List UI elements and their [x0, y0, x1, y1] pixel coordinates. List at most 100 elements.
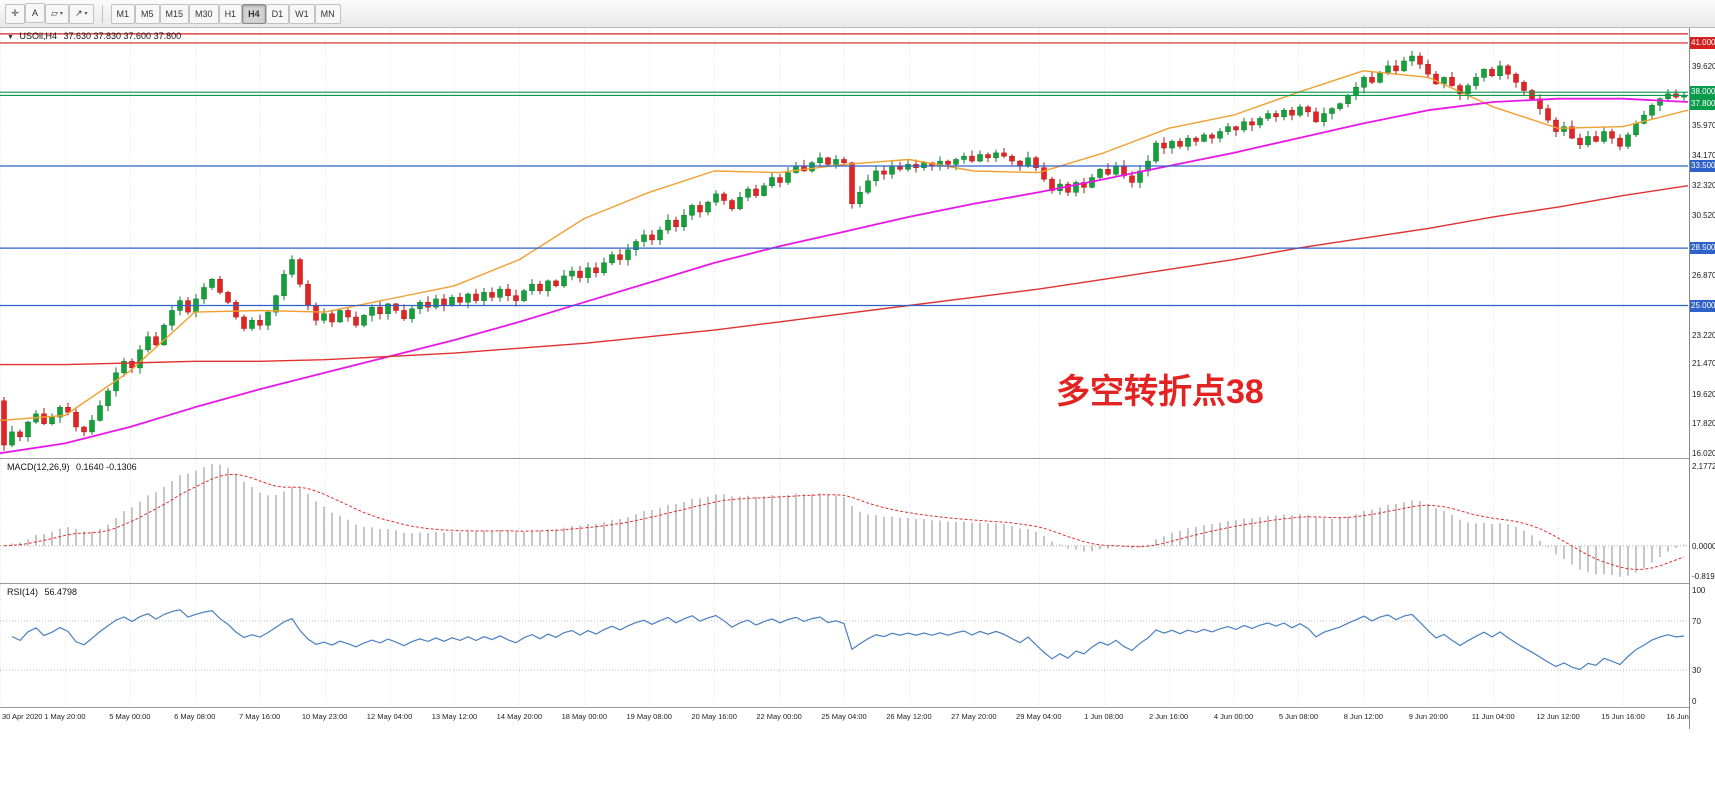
macd-signal-line — [3, 473, 1685, 571]
candle-up — [1625, 134, 1631, 147]
candle-down — [425, 301, 431, 308]
time-label: 27 May 20:00 — [951, 712, 997, 721]
candle-down — [537, 283, 543, 292]
text-tool-button[interactable]: A — [25, 3, 45, 24]
candle-down — [777, 177, 783, 183]
candle-up — [921, 162, 927, 168]
time-label: 12 Jun 12:00 — [1536, 712, 1580, 721]
price-scale[interactable]: 39.62037.77035.97034.17032.32030.52028.6… — [1689, 28, 1715, 729]
time-axis[interactable]: 30 Apr 2020 1 May 20:00 5 May 00:00 6 May 0… — [0, 708, 1715, 728]
candle-up — [409, 308, 415, 319]
candle-up — [1465, 85, 1471, 95]
candle-down — [1545, 108, 1551, 121]
main-chart-canvas[interactable] — [0, 28, 1688, 458]
timeframe-button-H4[interactable]: H4 — [242, 3, 266, 24]
candle-down — [1001, 152, 1007, 157]
drawing-tools-group: ✛ A ▱ ▾ ↗ ▾ — [5, 3, 94, 24]
candle-down — [1049, 178, 1055, 191]
timeframe-button-M1[interactable]: M1 — [110, 3, 136, 24]
candle-up — [481, 292, 487, 301]
candle-down — [1569, 126, 1575, 139]
collapse-icon[interactable]: ▼ — [7, 34, 14, 41]
candle-up — [1353, 86, 1359, 96]
candle-up — [569, 270, 575, 277]
price-tick-label: 35.970 — [1692, 121, 1715, 131]
time-label: 30 Apr 2020 — [2, 712, 43, 721]
candle-down — [1161, 142, 1167, 149]
candle-down — [849, 162, 855, 205]
candle-down — [345, 310, 351, 318]
candle-down — [1305, 106, 1311, 113]
price-tick-label: 26.870 — [1692, 270, 1715, 280]
slow-ma-line — [0, 185, 1688, 366]
candle-up — [561, 275, 567, 287]
timeframe-button-MN[interactable]: MN — [314, 3, 341, 24]
candle-down — [553, 280, 559, 287]
macd-scale-label: 2.1772 — [1692, 462, 1715, 471]
candle-up — [1345, 95, 1351, 104]
time-label: 19 May 08:00 — [626, 712, 672, 721]
price-tick-label: 23.220 — [1692, 330, 1715, 340]
candle-down — [73, 411, 79, 428]
time-label: 29 May 04:00 — [1016, 712, 1062, 721]
timeframe-button-H1[interactable]: H1 — [218, 3, 243, 24]
candle-up — [9, 431, 15, 446]
candle-up — [737, 196, 743, 209]
time-label: 2 Jun 16:00 — [1149, 712, 1189, 721]
crosshair-tool-button[interactable]: ✛ — [5, 3, 25, 24]
candle-down — [1449, 77, 1455, 86]
candle-up — [1641, 114, 1647, 124]
arrow-tool-button[interactable]: ↗ ▾ — [68, 3, 94, 24]
price-tick-label: 32.320 — [1692, 181, 1715, 191]
candle-down — [1233, 126, 1239, 131]
candle-up — [1473, 77, 1479, 86]
candle-up — [873, 170, 879, 182]
candle-up — [601, 262, 607, 273]
candle-down — [353, 316, 359, 326]
timeframe-button-M30[interactable]: M30 — [189, 3, 219, 24]
shapes-tool-icon: ▱ — [51, 8, 58, 19]
candle-down — [41, 413, 47, 424]
candle-down — [65, 407, 71, 413]
shapes-tool-button[interactable]: ▱ ▾ — [45, 3, 69, 24]
candle-down — [377, 306, 383, 314]
panel-separator[interactable] — [0, 583, 1689, 584]
candle-down — [673, 219, 679, 228]
candle-up — [1329, 108, 1335, 114]
candle-down — [305, 283, 311, 306]
candle-down — [313, 305, 319, 321]
rsi-panel-canvas[interactable] — [0, 584, 1688, 707]
candle-down — [1017, 160, 1023, 167]
candle-up — [657, 229, 663, 241]
candle-up — [1153, 142, 1159, 162]
candle-down — [969, 155, 975, 162]
candle-up — [1217, 131, 1223, 139]
candle-down — [753, 188, 759, 196]
time-label: 12 May 04:00 — [366, 712, 413, 721]
timeframe-button-M5[interactable]: M5 — [135, 3, 160, 24]
macd-panel-canvas[interactable] — [0, 459, 1688, 583]
candle-up — [889, 165, 895, 175]
candle-up — [761, 185, 767, 196]
timeframe-button-M15[interactable]: M15 — [159, 3, 190, 24]
price-tag: 37.800 — [1690, 98, 1715, 111]
candle-down — [1369, 77, 1375, 83]
timeframe-button-W1[interactable]: W1 — [289, 3, 315, 24]
candle-up — [545, 280, 551, 292]
candle-up — [25, 421, 31, 438]
candle-down — [649, 234, 655, 241]
candle-up — [321, 313, 327, 321]
price-tick-label: 17.820 — [1692, 419, 1715, 429]
timeframe-button-D1[interactable]: D1 — [265, 3, 290, 24]
candle-up — [785, 172, 791, 183]
candle-up — [1481, 68, 1487, 78]
candle-down — [841, 159, 847, 163]
candle-up — [1097, 169, 1103, 178]
panel-separator[interactable] — [0, 458, 1689, 459]
candle-down — [1417, 55, 1423, 65]
candle-up — [449, 297, 455, 306]
candle-up — [1297, 106, 1303, 116]
candle-up — [97, 405, 103, 421]
candle-up — [1409, 55, 1415, 62]
candle-up — [961, 155, 967, 160]
